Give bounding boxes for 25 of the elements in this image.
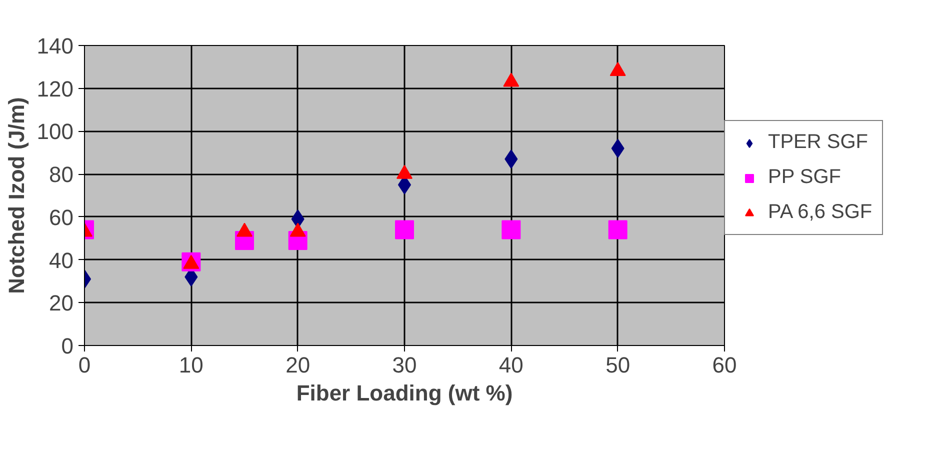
x-tick-label: 10 — [178, 352, 204, 378]
y-axis-title: Notched Izod (J/m) — [4, 97, 29, 294]
y-tick-label: 100 — [36, 119, 74, 144]
y-tick-label: 20 — [49, 290, 74, 316]
x-tick-label: 0 — [78, 352, 91, 378]
y-tick-label: 120 — [36, 76, 74, 102]
y-tick-label: 140 — [36, 34, 74, 58]
y-tick-label: 60 — [49, 204, 74, 230]
x-tick-label: 60 — [712, 352, 737, 378]
y-tick-label: 80 — [49, 162, 74, 188]
point — [502, 220, 521, 240]
x-tick-label: 40 — [498, 352, 524, 378]
y-tick-label: 0 — [61, 334, 74, 358]
legend-label: PP SGF — [768, 166, 841, 189]
point — [395, 220, 414, 240]
x-axis-title: Fiber Loading (wt %) — [296, 380, 513, 406]
legend-label: TPER SGF — [768, 131, 868, 154]
point — [608, 220, 628, 240]
x-tick-label: 30 — [392, 352, 417, 378]
point — [610, 62, 626, 76]
y-tick-label: 40 — [49, 248, 74, 273]
legend-label: PA 6,6 SGF — [768, 201, 872, 224]
point — [503, 72, 520, 87]
x-tick-label: 20 — [286, 352, 310, 378]
x-tick-label: 50 — [606, 352, 630, 378]
